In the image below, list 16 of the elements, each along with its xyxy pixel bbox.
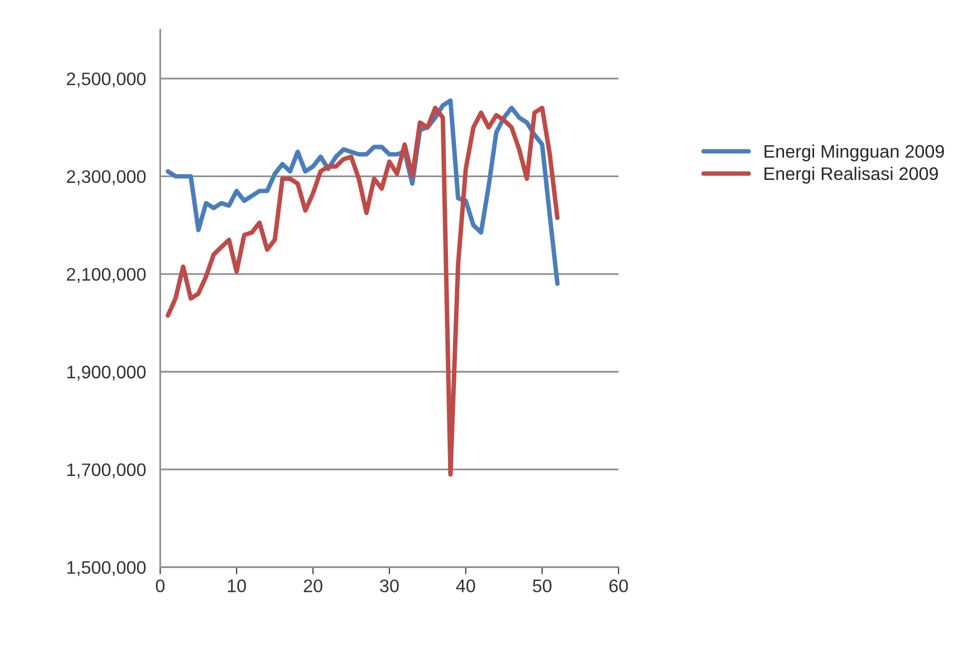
y-tick-label: 2,300,000	[66, 170, 146, 186]
y-tick-label: 1,700,000	[67, 463, 146, 478]
x-tick-label: 50	[532, 579, 552, 592]
line-series	[166, 106, 560, 477]
legend-label: Energi Mingguan 2009	[764, 144, 944, 162]
x-tick-label: 40	[456, 579, 476, 592]
y-tick-label: 2,500,000	[66, 72, 146, 88]
y-tick-label: 1,900,000	[67, 366, 146, 381]
y-tick-label: 1,500,000	[67, 561, 146, 576]
legend-label: Energi Realisasi 2009	[764, 166, 938, 184]
x-tick-label: 10	[228, 579, 246, 592]
y-tick-label: 2,100,000	[66, 268, 146, 283]
x-tick-label: 0	[156, 579, 165, 592]
x-tick-label: 20	[304, 579, 322, 592]
x-tick-label: 30	[380, 579, 399, 592]
x-tick-label: 60	[609, 579, 628, 592]
